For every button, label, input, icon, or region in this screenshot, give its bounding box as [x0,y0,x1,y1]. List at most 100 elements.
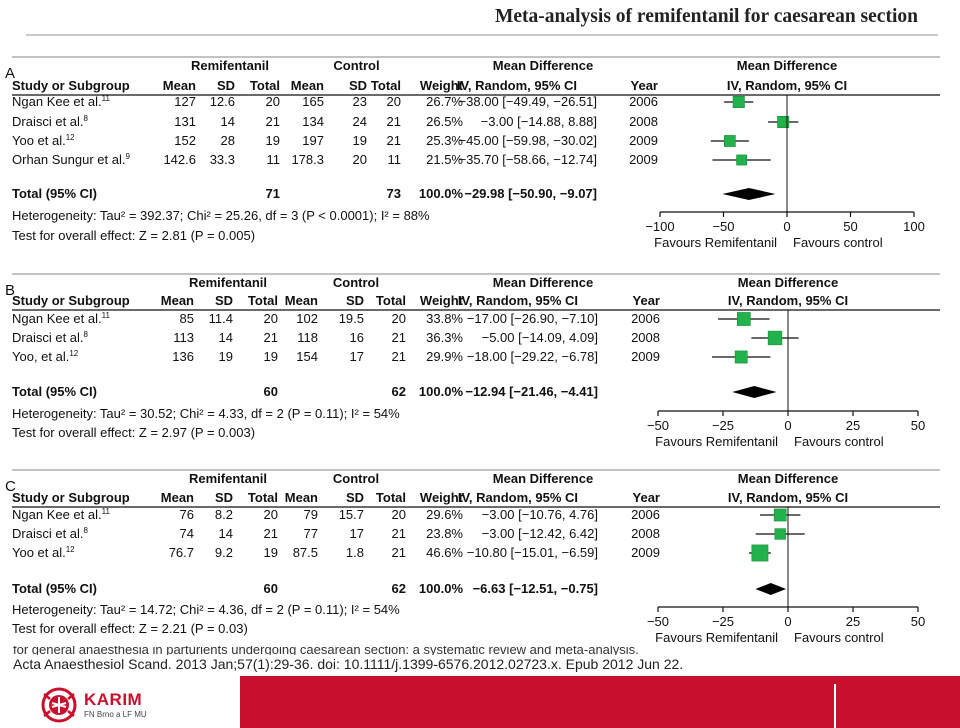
plot-subheader: IV, Random, 95% CI [728,490,848,505]
cell-sd1: 19 [219,349,233,364]
study-ref: 12 [66,545,75,554]
x-tick-label: −25 [712,418,734,433]
cell-sd2: 24 [353,114,367,129]
cell-sd1: 14 [221,114,235,129]
cell-total2: 21 [392,526,406,541]
footer-divider [834,684,836,728]
cell-total1: 19 [264,349,278,364]
study-name: Draisci et al.8 [12,114,89,129]
col-header-sd1: SD [217,78,235,93]
favours-right-label: Favours control [794,630,884,645]
heterogeneity-text: Heterogeneity: Tau² = 392.37; Chi² = 25.… [12,208,430,223]
plot-subheader: IV, Random, 95% CI [728,293,848,308]
cell-sd2: 19 [353,133,367,148]
effect-header-table: Mean Difference [493,471,593,486]
x-tick-label: 100 [903,219,925,234]
col-header-mean1: Mean [163,78,196,93]
citation-line-2: Acta Anaesthesiol Scand. 2013 Jan;57(1):… [13,656,684,672]
col-header-sd2: SD [346,293,364,308]
x-tick-label: 0 [784,614,791,629]
karim-logo-icon [41,687,77,723]
cell-total2: 21 [387,114,401,129]
total-ci: −29.98 [−50.90, −9.07] [464,186,597,201]
col-header-study: Study or Subgroup [12,293,130,308]
cell-mean1: 76.7 [169,545,194,560]
point-estimate [724,135,736,147]
col-header-total1: Total [248,490,278,505]
point-estimate [777,116,790,128]
total-weight: 100.0% [419,384,464,399]
forest-plots: A Remifentanil Control Mean Difference Mean … [5,56,940,645]
cell-total1: 21 [264,330,278,345]
total-ci: −12.94 [−21.46, −4.41] [465,384,598,399]
cell-mean2: 87.5 [293,545,318,560]
x-tick-label: −25 [712,614,734,629]
total-weight: 100.0% [419,581,464,596]
col-header-ci: IV, Random, 95% CI [458,490,578,505]
point-estimate [736,312,751,326]
cell-ci: −5.00 [−14.09, 4.09] [482,330,598,345]
cell-total2: 21 [392,330,406,345]
point-estimate [751,544,769,562]
cell-mean2: 79 [304,507,318,522]
col-header-mean2: Mean [285,490,318,505]
cell-sd2: 23 [353,94,367,109]
cell-mean2: 118 [297,330,318,345]
effect-header-table: Mean Difference [493,275,593,290]
cell-mean1: 136 [172,349,194,364]
cell-mean1: 76 [180,507,194,522]
cell-weight: 33.8% [426,311,463,326]
study-ref: 11 [102,311,111,320]
col-header-mean1: Mean [161,490,194,505]
total-n2: 73 [387,186,401,201]
cell-year: 2006 [631,507,660,522]
cell-ci: −3.00 [−14.88, 8.88] [481,114,597,129]
citation-line-1: for general anaesthesia in parturients u… [13,646,639,655]
total-weight: 100.0% [419,186,464,201]
favours-left-label: Favours Remifentanil [655,630,778,645]
x-tick-label: 50 [911,418,925,433]
study-ref: 9 [125,152,130,161]
col-header-total1: Total [248,293,278,308]
cell-year: 2008 [631,330,660,345]
study-ref: 8 [84,330,89,339]
cell-mean2: 165 [302,94,324,109]
col-header-sd2: SD [346,490,364,505]
favours-right-label: Favours control [793,235,883,250]
study-ref: 11 [102,94,111,103]
cell-year: 2009 [629,133,658,148]
cell-sd2: 1.8 [346,545,364,560]
col-header-study: Study or Subgroup [12,490,130,505]
cell-weight: 29.9% [426,349,463,364]
x-tick-label: 50 [843,219,857,234]
col-header-total2: Total [376,490,406,505]
effect-header-plot: Mean Difference [738,275,838,290]
cell-weight: 25.3% [426,133,463,148]
total-n2: 62 [392,384,406,399]
cell-year: 2008 [629,114,658,129]
cell-total2: 21 [392,545,406,560]
cell-mean2: 178.3 [291,152,324,167]
effect-header-plot: Mean Difference [738,471,838,486]
x-tick-label: 0 [783,219,790,234]
footer: KARIM FN Brno a LF MU [0,676,960,728]
heterogeneity-text: Heterogeneity: Tau² = 14.72; Chi² = 4.36… [12,602,400,617]
cell-weight: 29.6% [426,507,463,522]
footer-logo-area [0,676,240,728]
cell-sd1: 8.2 [215,507,233,522]
cell-ci: −18.00 [−29.22, −6.78] [467,349,598,364]
cell-weight: 36.3% [426,330,463,345]
col-header-weight: Weight [420,78,464,93]
col-header-weight: Weight [420,293,464,308]
cell-sd2: 17 [350,349,364,364]
cell-mean1: 131 [174,114,196,129]
cell-mean2: 197 [302,133,324,148]
cell-weight: 46.6% [426,545,463,560]
cell-total2: 20 [387,94,401,109]
favours-right-label: Favours control [794,434,884,449]
cell-total1: 19 [264,545,278,560]
cell-sd2: 15.7 [339,507,364,522]
overall-effect-text: Test for overall effect: Z = 2.81 (P = 0… [12,228,255,243]
cell-total1: 20 [266,94,280,109]
col-header-year: Year [633,490,660,505]
